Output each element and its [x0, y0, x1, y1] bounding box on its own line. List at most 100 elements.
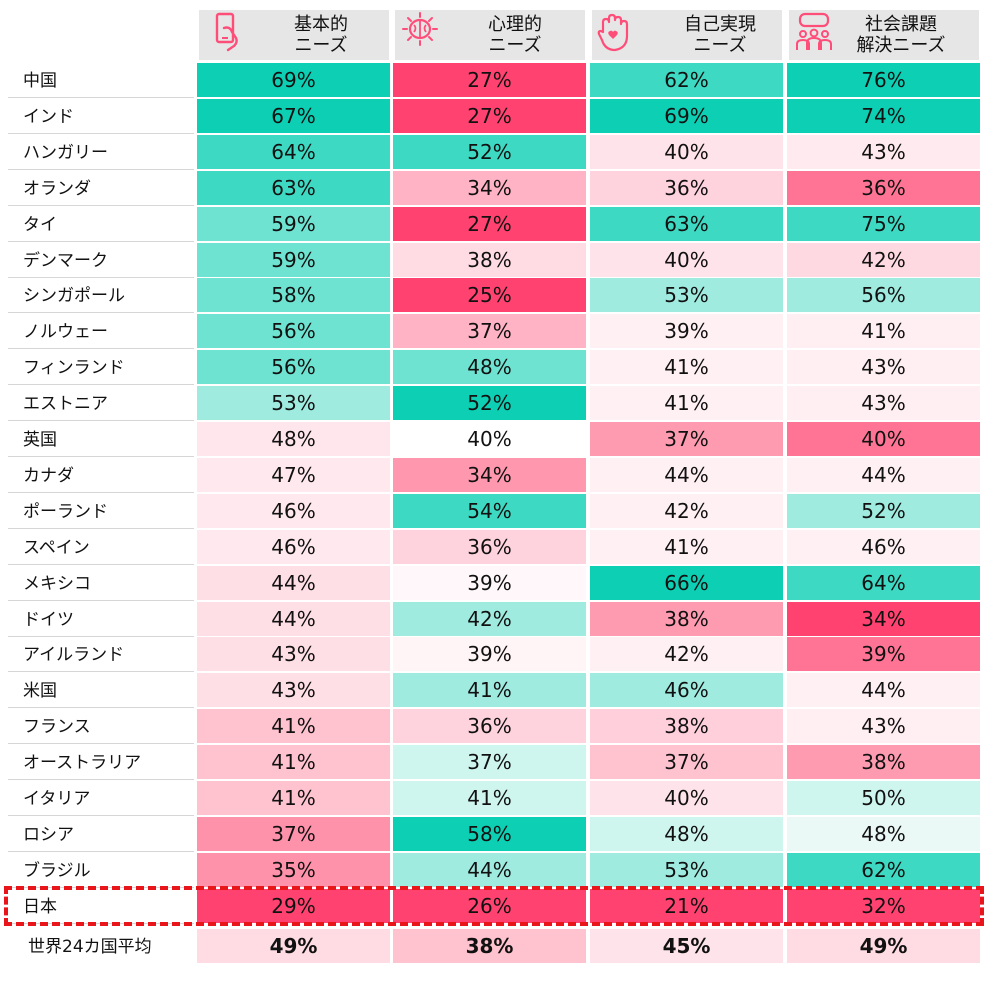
country-label: タイ: [23, 214, 57, 235]
cell-value: 53%: [271, 391, 316, 416]
heat-cell: [393, 493, 586, 528]
country-label: 日本: [23, 896, 57, 917]
cell-value: 63%: [271, 175, 316, 200]
cell-value: 49%: [859, 933, 908, 958]
country-label: デンマーク: [23, 250, 108, 271]
cell-value: 39%: [467, 570, 512, 595]
cell-value: 43%: [271, 678, 316, 703]
heat-cell: [787, 350, 980, 385]
heat-cell: [393, 601, 586, 636]
cell-value: 21%: [664, 893, 709, 918]
heat-cell: [197, 386, 390, 421]
cell-value: 27%: [467, 211, 512, 236]
cell-value: 36%: [467, 534, 512, 559]
cell-value: 42%: [664, 498, 709, 523]
country-label: シンガポール: [23, 286, 125, 307]
heat-cell: [787, 457, 980, 492]
cell-value: 74%: [861, 103, 906, 128]
heat-cell: [590, 565, 783, 600]
heat-cell: [787, 781, 980, 815]
cell-value: 43%: [861, 139, 906, 164]
heat-cell: [590, 242, 783, 277]
heat-cell: [393, 745, 586, 780]
heat-cell: [590, 422, 783, 456]
cell-value: 76%: [861, 68, 906, 92]
cell-value: 62%: [861, 857, 906, 882]
cell-value: 34%: [467, 462, 512, 487]
cell-value: 32%: [861, 893, 906, 918]
row-divider: [8, 276, 194, 278]
cell-value: 53%: [664, 857, 709, 882]
cell-value: 56%: [271, 319, 316, 344]
heat-cell: [787, 386, 980, 421]
heat-cell: [393, 314, 586, 349]
heat-cell: [393, 529, 586, 564]
heat-cell: [197, 422, 390, 456]
heat-cell: [787, 134, 980, 169]
cell-value: 38%: [664, 714, 709, 739]
cell-value: 37%: [271, 821, 316, 846]
heat-cell: [393, 63, 586, 97]
cell-value: 41%: [271, 714, 316, 739]
heat-cell: [787, 422, 980, 456]
heat-cell: [197, 170, 390, 205]
cell-value: 75%: [861, 211, 906, 236]
row-divider: [8, 707, 194, 709]
cell-value: 44%: [271, 606, 316, 631]
heat-cell: [393, 242, 586, 277]
heat-cell: [197, 601, 390, 636]
cell-value: 37%: [467, 750, 512, 775]
cell-value: 40%: [664, 139, 709, 164]
cell-value: 59%: [271, 211, 316, 236]
heat-cell: [590, 852, 783, 887]
row-divider: [8, 635, 194, 637]
cell-value: 40%: [467, 427, 512, 451]
row-divider: [8, 420, 194, 422]
heat-cell: [197, 816, 390, 851]
cell-value: 44%: [467, 857, 512, 882]
heat-cell: [197, 206, 390, 241]
heat-cell: [787, 673, 980, 708]
heat-cell: [393, 386, 586, 421]
cell-value: 34%: [467, 175, 512, 200]
cell-value: 39%: [664, 319, 709, 344]
cell-value: 69%: [664, 103, 709, 128]
cell-value: 69%: [271, 68, 316, 92]
cell-value: 43%: [271, 642, 316, 667]
cell-value: 54%: [467, 498, 512, 523]
heat-cell: [393, 852, 586, 887]
heat-cell: [590, 601, 783, 636]
community-people-icon: [794, 12, 834, 56]
heat-cell: [197, 565, 390, 600]
row-divider: [8, 97, 194, 98]
cell-value: 42%: [467, 606, 512, 631]
heat-cell: [393, 206, 586, 241]
heat-cell: [393, 350, 586, 385]
heat-cell: [197, 493, 390, 528]
cell-value: 50%: [861, 786, 906, 810]
heat-cell: [787, 816, 980, 851]
heat-cell: [590, 386, 783, 421]
heat-cell: [393, 709, 586, 744]
heat-cell: [197, 709, 390, 744]
cell-value: 48%: [664, 821, 709, 846]
cell-value: 40%: [664, 247, 709, 272]
heat-cell: [787, 709, 980, 744]
cell-value: 44%: [271, 570, 316, 595]
cell-value: 41%: [664, 355, 709, 380]
heat-cell: [590, 816, 783, 851]
country-label: ポーランド: [23, 501, 108, 522]
cell-value: 42%: [861, 247, 906, 272]
heat-cell: [197, 888, 390, 923]
cell-value: 46%: [271, 498, 316, 523]
heat-cell: [197, 314, 390, 349]
heat-cell: [590, 350, 783, 385]
average-row-label: 世界24カ国平均: [28, 936, 152, 957]
country-label: オーストラリア: [23, 753, 142, 774]
heat-cell: [787, 278, 980, 313]
heat-cell: [197, 350, 390, 385]
cell-value: 56%: [271, 355, 316, 380]
country-label: ブラジル: [23, 860, 91, 881]
heat-cell: [590, 457, 783, 492]
column-header-label: 心理的 ニーズ: [488, 14, 542, 56]
